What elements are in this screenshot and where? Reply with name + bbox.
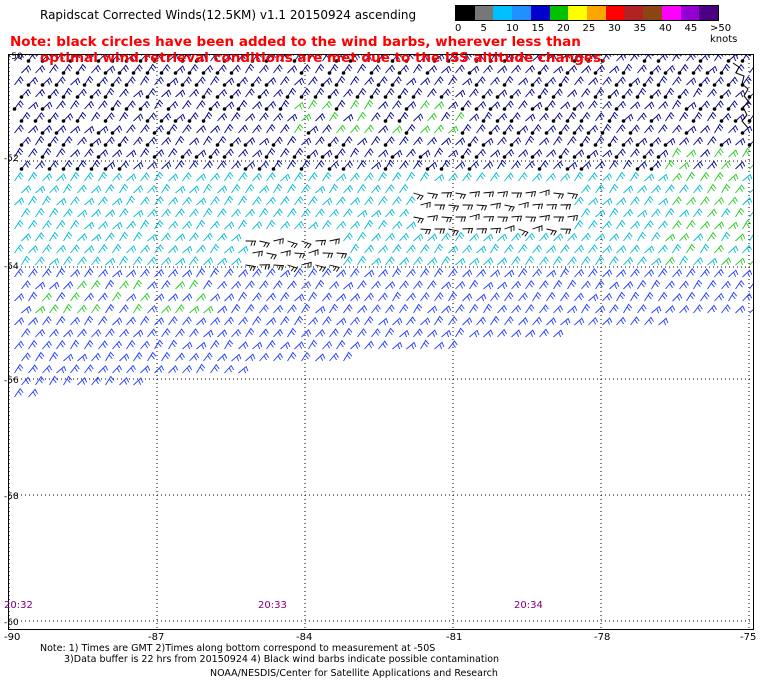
legend-swatch (587, 6, 606, 20)
legend-swatch (493, 6, 513, 20)
wind-barbs (12, 51, 760, 398)
legend-swatch (661, 6, 681, 20)
wind-map-frame (8, 51, 760, 630)
legend-label: 30 (608, 23, 621, 34)
lat-label: -50 (8, 52, 23, 62)
legend-swatch (530, 6, 550, 20)
legend-color-bar (455, 5, 719, 21)
lon-label: -87 (148, 632, 165, 643)
lon-label: -84 (296, 632, 313, 643)
coastline (732, 62, 750, 129)
lon-label: -81 (446, 632, 463, 643)
lat-label: -56 (4, 376, 19, 386)
footer-credit: NOAA/NESDIS/Center for Satellite Applica… (210, 668, 498, 679)
legend-swatch (549, 6, 569, 20)
wind-barb-map (8, 51, 760, 629)
note-line-2: optimal wind retrieval conditions are me… (40, 50, 607, 66)
time-label: 20:33 (258, 600, 287, 611)
legend-labels: 0 5 10 15 20 25 30 35 40 45 >50 knots (455, 21, 755, 45)
legend-label: 25 (582, 23, 596, 34)
lat-label: -52 (4, 154, 19, 164)
legend-swatch (568, 6, 588, 20)
time-label: 20:32 (4, 600, 33, 611)
legend-swatch (624, 6, 644, 20)
legend-label: 10 (506, 23, 519, 34)
wind-speed-legend: 0 5 10 15 20 25 30 35 40 45 >50 knots (455, 5, 755, 45)
footer-note-1: Note: 1) Times are GMT 2)Times along bot… (40, 643, 436, 654)
map-title: Rapidscat Corrected Winds(12.5KM) v1.1 2… (40, 8, 417, 22)
lon-label: -90 (4, 632, 21, 643)
legend-swatch (680, 6, 700, 20)
footer-note-2: 3)Data buffer is 22 hrs from 20150924 4)… (64, 654, 500, 665)
time-label: 20:34 (514, 600, 543, 611)
legend-label: 20 (557, 23, 570, 34)
legend-swatch (474, 6, 494, 20)
legend-label: 35 (633, 23, 647, 34)
legend-label: 0 (455, 23, 462, 34)
legend-label: 5 (480, 23, 487, 34)
legend-swatch (605, 6, 625, 20)
legend-swatch (699, 6, 719, 20)
lon-label: -75 (740, 632, 757, 643)
legend-label: >50 knots (710, 23, 738, 45)
lat-label: -54 (4, 262, 19, 272)
legend-swatch (456, 6, 475, 20)
legend-label: 40 (659, 23, 672, 34)
legend-swatch (643, 6, 662, 20)
lon-label: -78 (594, 632, 611, 643)
lat-label: -58 (4, 492, 19, 502)
legend-label: 15 (531, 23, 545, 34)
note-line-1: Note: black circles have been added to t… (10, 34, 581, 50)
legend-swatch (512, 6, 531, 20)
legend-label: 45 (684, 23, 698, 34)
lat-label: -60 (4, 618, 19, 628)
